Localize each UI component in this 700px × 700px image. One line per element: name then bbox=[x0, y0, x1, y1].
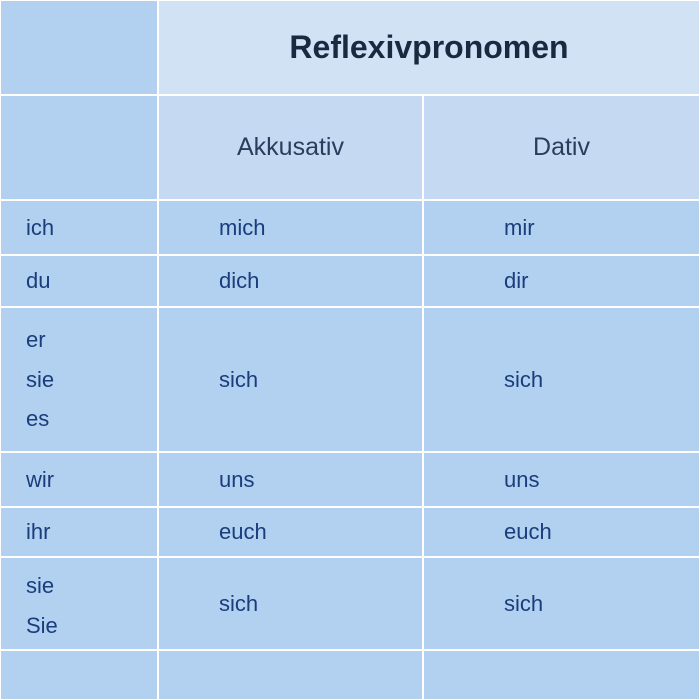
row-label-sie-singular: sie bbox=[26, 360, 54, 400]
row-label-es: es bbox=[26, 399, 49, 439]
column-header-akkusativ: Akkusativ bbox=[158, 95, 423, 200]
top-left-empty-cell bbox=[0, 0, 158, 95]
cell-ich-akkusativ: mich bbox=[158, 200, 423, 255]
cell-du-dativ: dir bbox=[423, 255, 700, 307]
table-title: Reflexivpronomen bbox=[158, 0, 700, 95]
reflexive-pronoun-table: Reflexivpronomen Akkusativ Dativ ich mic… bbox=[0, 0, 700, 700]
grid-table: Reflexivpronomen Akkusativ Dativ ich mic… bbox=[0, 0, 700, 700]
row-label-sie-plural: sie bbox=[26, 566, 54, 606]
row-label-sie-formal: sie Sie bbox=[0, 557, 158, 650]
row-label-wir: wir bbox=[0, 452, 158, 507]
row-label-sie-formal-cap: Sie bbox=[26, 606, 58, 646]
cell-ersiees-dativ: sich bbox=[423, 307, 700, 452]
bottom-empty-right bbox=[423, 650, 700, 700]
row-label-ich: ich bbox=[0, 200, 158, 255]
cell-ihr-akkusativ: euch bbox=[158, 507, 423, 557]
cell-siesie-dativ: sich bbox=[423, 557, 700, 650]
cell-ihr-dativ: euch bbox=[423, 507, 700, 557]
cell-ersiees-akkusativ: sich bbox=[158, 307, 423, 452]
row-label-er-sie-es: er sie es bbox=[0, 307, 158, 452]
cell-wir-akkusativ: uns bbox=[158, 452, 423, 507]
row-label-er: er bbox=[26, 320, 46, 360]
bottom-empty-left bbox=[0, 650, 158, 700]
bottom-empty-mid bbox=[158, 650, 423, 700]
column-header-dativ: Dativ bbox=[423, 95, 700, 200]
row-label-du: du bbox=[0, 255, 158, 307]
cell-du-akkusativ: dich bbox=[158, 255, 423, 307]
row-header-empty bbox=[0, 95, 158, 200]
cell-siesie-akkusativ: sich bbox=[158, 557, 423, 650]
row-label-ihr: ihr bbox=[0, 507, 158, 557]
cell-ich-dativ: mir bbox=[423, 200, 700, 255]
cell-wir-dativ: uns bbox=[423, 452, 700, 507]
